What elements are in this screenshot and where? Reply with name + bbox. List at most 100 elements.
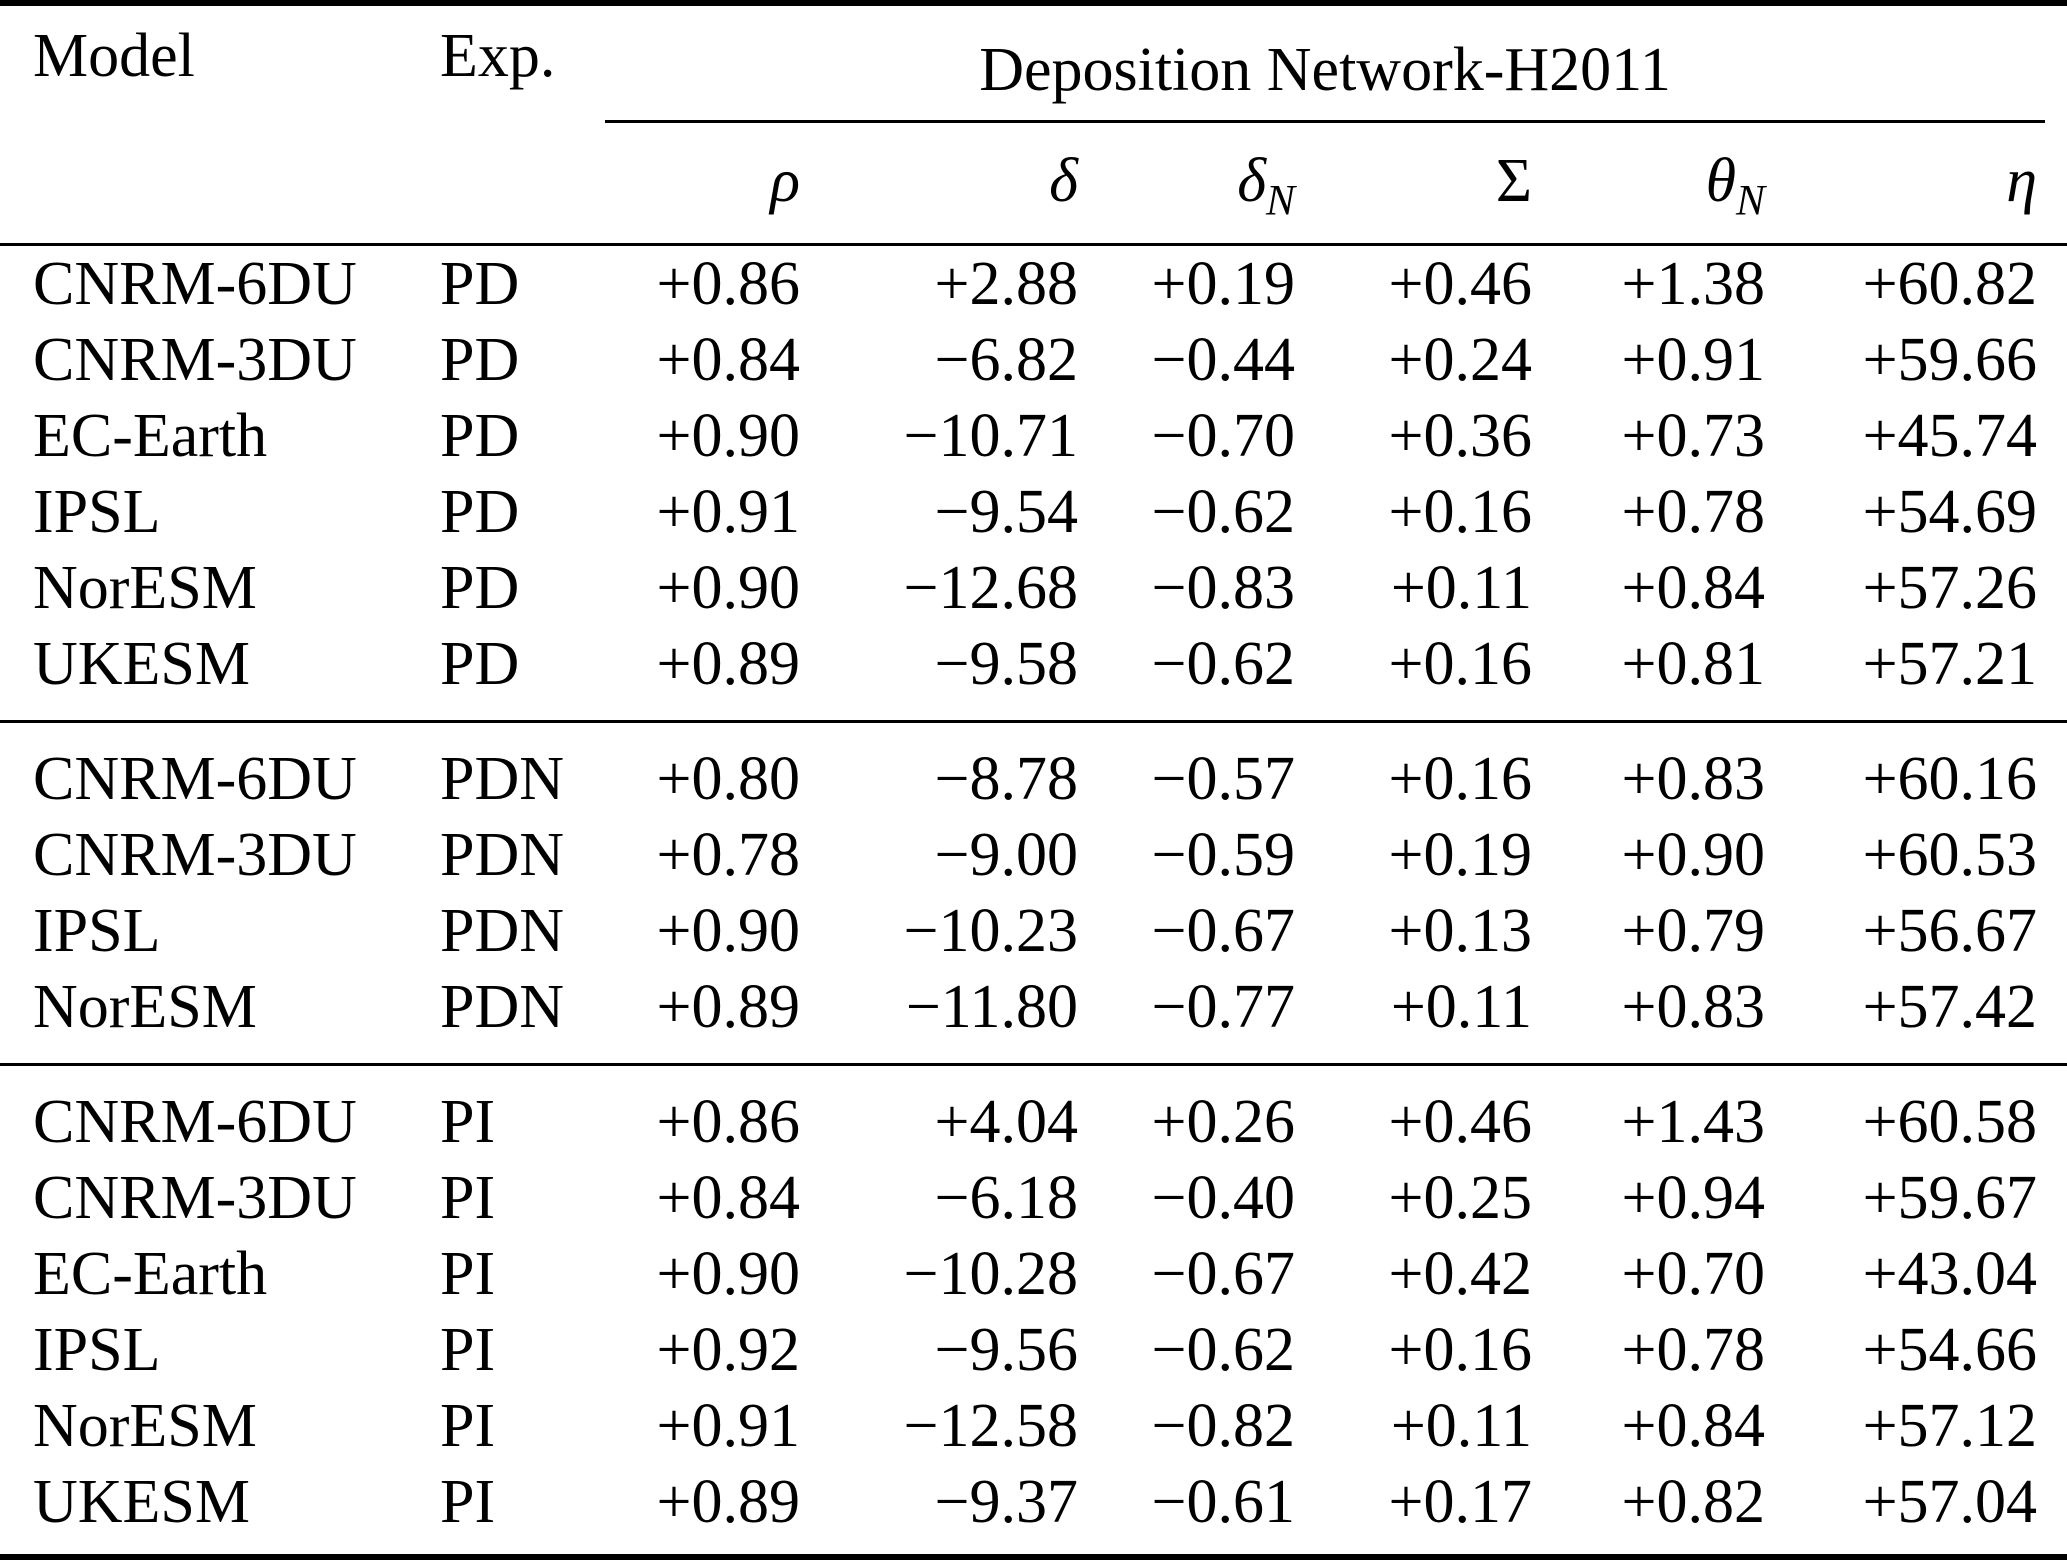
cell-delta-n: −0.70 xyxy=(1151,402,1295,470)
cell-sigma: +0.11 xyxy=(1390,1392,1532,1460)
cell-exp: PI xyxy=(440,1316,496,1384)
cell-theta-n: +0.82 xyxy=(1621,1468,1765,1536)
cell-eta: +56.67 xyxy=(1862,897,2038,965)
cell-theta-n: +0.91 xyxy=(1621,326,1765,394)
cell-eta: +60.82 xyxy=(1862,250,2038,318)
header-spacer xyxy=(0,123,440,246)
cell-exp: PD xyxy=(440,402,520,470)
cell-theta-n: +0.73 xyxy=(1621,402,1765,470)
cell-rho: +0.92 xyxy=(656,1316,800,1384)
cell-delta: −12.68 xyxy=(903,554,1078,622)
cell-model: IPSL xyxy=(33,1316,161,1384)
cell-exp: PD xyxy=(440,478,520,546)
cell-sigma: +0.19 xyxy=(1388,821,1532,889)
cell-delta-n: −0.77 xyxy=(1151,973,1295,1041)
cell-exp: PDN xyxy=(440,897,565,965)
cell-rho: +0.89 xyxy=(656,973,800,1041)
table-body: CNRM-6DU PD +0.86 +2.88 +0.19 +0.46 +1.38 +60.8… xyxy=(0,245,2067,1558)
cell-delta: +4.04 xyxy=(800,1063,1078,1160)
cell-rho: +0.86 xyxy=(560,1063,800,1160)
column-header-sigma: Σ xyxy=(1295,123,1532,246)
cell-delta-n: +0.26 xyxy=(1078,1063,1295,1160)
cell-delta-n: −0.59 xyxy=(1151,821,1295,889)
cell-exp: PI xyxy=(440,1392,496,1460)
cell-theta-n: +0.84 xyxy=(1621,1392,1765,1460)
column-header-exp: Exp. xyxy=(440,22,556,90)
cell-eta: +57.26 xyxy=(1862,554,2038,622)
table-row: UKESM PI +0.89 −9.37 −0.61 +0.17 +0.82 +57.04 xyxy=(0,1464,2067,1557)
cell-sigma: +0.16 xyxy=(1295,720,1532,817)
cell-theta-n: +0.79 xyxy=(1621,897,1765,965)
cell-theta-n: +0.78 xyxy=(1621,478,1765,546)
cell-sigma: +0.16 xyxy=(1388,1316,1532,1384)
cell-delta-n: −0.67 xyxy=(1151,897,1295,965)
cell-delta: −9.37 xyxy=(934,1468,1078,1536)
column-header-theta-n: θN xyxy=(1532,123,1765,246)
column-header-eta: η xyxy=(1765,123,2067,246)
cell-delta-n: −0.62 xyxy=(1151,478,1295,546)
cell-delta: −9.54 xyxy=(934,478,1078,546)
table-row: CNRM-3DU PD +0.84 −6.82 −0.44 +0.24 +0.91 +59.6… xyxy=(0,322,2067,398)
cell-sigma: +0.25 xyxy=(1388,1164,1532,1232)
cell-delta: −11.80 xyxy=(905,973,1078,1041)
cell-sigma: +0.46 xyxy=(1295,1063,1532,1160)
cell-theta-n: +0.84 xyxy=(1621,554,1765,622)
cell-model: UKESM xyxy=(33,1468,251,1536)
header-spacer xyxy=(440,123,560,246)
cell-theta-n: +1.43 xyxy=(1532,1063,1765,1160)
cell-theta-n: +0.81 xyxy=(1621,630,1765,698)
cell-delta-n: −0.62 xyxy=(1151,630,1295,698)
cell-exp: PI xyxy=(440,1164,496,1232)
cell-delta-n: −0.62 xyxy=(1151,1316,1295,1384)
cell-sigma: +0.11 xyxy=(1390,973,1532,1041)
cell-model: CNRM-6DU xyxy=(33,250,357,318)
cell-delta: +2.88 xyxy=(934,250,1078,318)
cell-delta-n: −0.61 xyxy=(1151,1468,1295,1536)
cell-rho: +0.91 xyxy=(656,1392,800,1460)
table-row: CNRM-3DU PI +0.84 −6.18 −0.40 +0.25 +0.94 +59.6… xyxy=(0,1160,2067,1236)
header-row: Model Exp. Deposition Network-H2011 xyxy=(0,3,2067,123)
cell-model: IPSL xyxy=(33,478,161,546)
group-header-rule: Deposition Network-H2011 xyxy=(605,20,2046,123)
cell-model: EC-Earth xyxy=(33,402,268,470)
cell-sigma: +0.17 xyxy=(1388,1468,1532,1536)
cell-delta: −6.18 xyxy=(934,1164,1078,1232)
cell-delta-n: +0.19 xyxy=(1151,250,1295,318)
cell-sigma: +0.13 xyxy=(1388,897,1532,965)
cell-delta: −12.58 xyxy=(903,1392,1078,1460)
table-row: CNRM-6DU PD +0.86 +2.88 +0.19 +0.46 +1.38 +60.8… xyxy=(0,245,2067,323)
table-row: IPSL PD +0.91 −9.54 −0.62 +0.16 +0.78 +54.69 xyxy=(0,474,2067,550)
cell-model: CNRM-6DU xyxy=(0,720,440,817)
cell-model: EC-Earth xyxy=(33,1240,268,1308)
cell-delta: −10.28 xyxy=(903,1240,1078,1308)
cell-theta-n: +0.78 xyxy=(1621,1316,1765,1384)
cell-rho: +0.78 xyxy=(656,821,800,889)
cell-model: UKESM xyxy=(33,630,251,698)
table-row: IPSL PI +0.92 −9.56 −0.62 +0.16 +0.78 +54.66 xyxy=(0,1312,2067,1388)
cell-delta: −6.82 xyxy=(934,326,1078,394)
cell-delta-n: −0.40 xyxy=(1151,1164,1295,1232)
cell-theta-n: +0.83 xyxy=(1532,720,1765,817)
cell-model: CNRM-3DU xyxy=(33,326,357,394)
cell-eta: +59.66 xyxy=(1862,326,2038,394)
cell-delta: −9.56 xyxy=(934,1316,1078,1384)
cell-eta: +54.66 xyxy=(1862,1316,2038,1384)
table-row: NorESM PD +0.90 −12.68 −0.83 +0.11 +0.84 +57.26 xyxy=(0,550,2067,626)
cell-rho: +0.90 xyxy=(656,402,800,470)
cell-sigma: +0.16 xyxy=(1388,478,1532,546)
cell-eta: +59.67 xyxy=(1862,1164,2038,1232)
cell-theta-n: +0.94 xyxy=(1621,1164,1765,1232)
cell-rho: +0.89 xyxy=(656,630,800,698)
cell-rho: +0.86 xyxy=(656,250,800,318)
table-row: CNRM-6DU PI +0.86 +4.04 +0.26 +0.46 +1.43 +60.5… xyxy=(0,1063,2067,1160)
cell-rho: +0.90 xyxy=(656,554,800,622)
cell-exp: PI xyxy=(440,1063,560,1160)
column-header-model: Model xyxy=(33,22,195,90)
cell-exp: PDN xyxy=(440,973,565,1041)
cell-model: NorESM xyxy=(33,1392,257,1460)
cell-sigma: +0.46 xyxy=(1388,250,1532,318)
cell-exp: PDN xyxy=(440,720,564,817)
cell-rho: +0.91 xyxy=(656,478,800,546)
